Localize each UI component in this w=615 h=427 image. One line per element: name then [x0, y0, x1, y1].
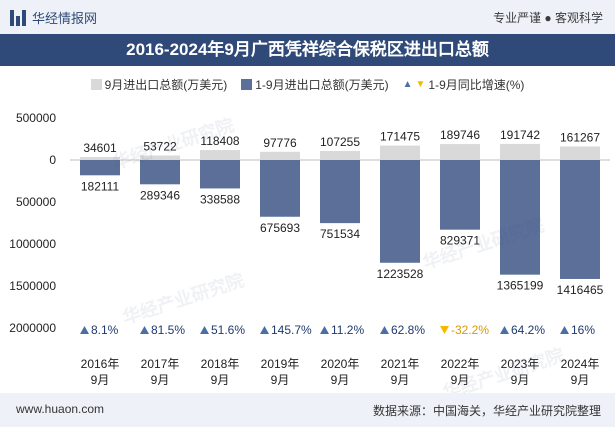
growth-rate-label: 8.1%: [91, 323, 119, 337]
monthly-value-label: 191742: [500, 128, 540, 142]
growth-rate-label: 62.8%: [391, 323, 425, 337]
cumulative-value-label: 751534: [320, 227, 360, 241]
cumulative-value-label: 675693: [260, 221, 300, 235]
monthly-bar: [260, 151, 300, 160]
cumulative-value-label: 1416465: [557, 283, 604, 297]
growth-rate-label: 64.2%: [511, 323, 545, 337]
cumulative-bar: [560, 160, 600, 279]
chart-title: 2016-2024年9月广西凭祥综合保税区进出口总额: [0, 34, 615, 66]
x-tick-label: 9月: [331, 373, 350, 387]
cumulative-bar: [320, 160, 360, 224]
y-tick-label: 1500000: [9, 279, 56, 293]
up-triangle-icon: ▲: [402, 78, 413, 90]
y-tick-label: 500000: [16, 111, 56, 125]
cumulative-value-label: 1365199: [497, 279, 544, 293]
y-tick-label: 1000000: [9, 237, 56, 251]
monthly-value-label: 97776: [263, 136, 297, 150]
x-tick-label: 9月: [451, 373, 470, 387]
cumulative-bar: [260, 160, 300, 217]
growth-rate-label: 16%: [571, 323, 595, 337]
monthly-bar: [440, 144, 480, 160]
growth-up-triangle-icon: [260, 326, 269, 334]
x-tick-label: 9月: [571, 373, 590, 387]
y-tick-label: 2000000: [9, 321, 56, 335]
x-tick-label: 2017年: [141, 357, 180, 371]
monthly-value-label: 53722: [143, 139, 177, 153]
cumulative-value-label: 1223528: [377, 267, 424, 281]
chart-legend: 9月进出口总额(万美元) 1-9月进出口总额(万美元) ▲ ▼ 1-9月同比增速(…: [0, 74, 615, 94]
legend-item-growth: ▲ ▼ 1-9月同比增速(%): [403, 74, 525, 94]
legend-label-growth: 1-9月同比增速(%): [428, 77, 525, 92]
monthly-value-label: 171475: [380, 130, 420, 144]
monthly-bar: [380, 145, 420, 160]
x-tick-label: 2023年: [501, 357, 540, 371]
cumulative-value-label: 289346: [140, 188, 180, 202]
growth-up-triangle-icon: [560, 326, 569, 334]
x-tick-label: 9月: [511, 373, 530, 387]
x-tick-label: 9月: [151, 373, 170, 387]
x-tick-label: 2019年: [261, 357, 300, 371]
growth-up-triangle-icon: [500, 326, 509, 334]
monthly-value-label: 107255: [320, 135, 360, 149]
monthly-value-label: 118408: [200, 134, 239, 148]
legend-swatch-monthly: [90, 78, 102, 90]
monthly-bar: [80, 157, 120, 160]
cumulative-value-label: 338588: [200, 192, 240, 206]
footer-source: 数据来源：中国海关，华经产业研究院整理: [372, 404, 601, 418]
x-tick-label: 2021年: [381, 357, 420, 371]
y-tick-label: 0: [49, 153, 56, 167]
legend-item-monthly: 9月进出口总额(万美元): [90, 74, 228, 94]
monthly-value-label: 189746: [440, 128, 480, 142]
growth-rate-label: 145.7%: [271, 323, 312, 337]
site-name: 华经情报网: [32, 11, 98, 26]
monthly-bar: [500, 143, 540, 160]
cumulative-bar: [200, 160, 240, 189]
growth-down-triangle-icon: [440, 326, 449, 334]
y-tick-label: 500000: [16, 195, 56, 209]
monthly-value-label: 34601: [83, 141, 117, 155]
monthly-bar: [140, 155, 180, 160]
cumulative-bar: [440, 160, 480, 230]
tagline: 专业严谨 ● 客观科学: [493, 11, 603, 25]
legend-label-cumulative: 1-9月进出口总额(万美元): [255, 77, 389, 92]
cumulative-bar: [80, 160, 120, 176]
growth-rate-label: 51.6%: [211, 323, 245, 337]
x-tick-label: 9月: [91, 373, 110, 387]
growth-up-triangle-icon: [200, 326, 209, 334]
x-tick-label: 2018年: [201, 357, 240, 371]
logo-icon: [10, 9, 26, 26]
monthly-bar: [200, 150, 240, 160]
cumulative-value-label: 182111: [81, 179, 120, 193]
down-triangle-icon: ▼: [415, 78, 426, 90]
growth-up-triangle-icon: [320, 326, 329, 334]
x-tick-label: 9月: [211, 373, 230, 387]
top-bar: 华经情报网 专业严谨 ● 客观科学: [0, 0, 615, 34]
footer: www.huaon.com 数据来源：中国海关，华经产业研究院整理: [0, 393, 615, 427]
x-tick-label: 2016年: [81, 357, 120, 371]
growth-rate-label: 81.5%: [151, 323, 185, 337]
legend-swatch-cumulative: [241, 78, 253, 90]
monthly-value-label: 161267: [560, 130, 600, 144]
cumulative-bar: [380, 160, 420, 263]
x-tick-label: 2024年: [561, 357, 600, 371]
monthly-bar: [560, 146, 600, 160]
cumulative-bar: [140, 160, 180, 185]
x-tick-label: 2022年: [441, 357, 480, 371]
logo[interactable]: 华经情报网: [10, 8, 97, 27]
monthly-bar: [320, 150, 360, 160]
x-tick-label: 2020年: [321, 357, 360, 371]
legend-label-monthly: 9月进出口总额(万美元): [104, 77, 228, 92]
cumulative-value-label: 829371: [440, 234, 480, 248]
bar-chart: 500000 0 500000 1000000 1500000 2000000 34601 1…: [9, 111, 610, 387]
x-tick-label: 9月: [391, 373, 410, 387]
growth-rate-label: -32.2%: [451, 323, 489, 337]
footer-url[interactable]: www.huaon.com: [16, 402, 105, 416]
legend-item-cumulative: 1-9月进出口总额(万美元): [241, 74, 389, 94]
growth-rate-label: 11.2%: [331, 323, 364, 337]
growth-up-triangle-icon: [140, 326, 149, 334]
cumulative-bar: [500, 160, 540, 275]
x-tick-label: 9月: [271, 373, 290, 387]
growth-up-triangle-icon: [380, 326, 389, 334]
growth-up-triangle-icon: [80, 326, 89, 334]
